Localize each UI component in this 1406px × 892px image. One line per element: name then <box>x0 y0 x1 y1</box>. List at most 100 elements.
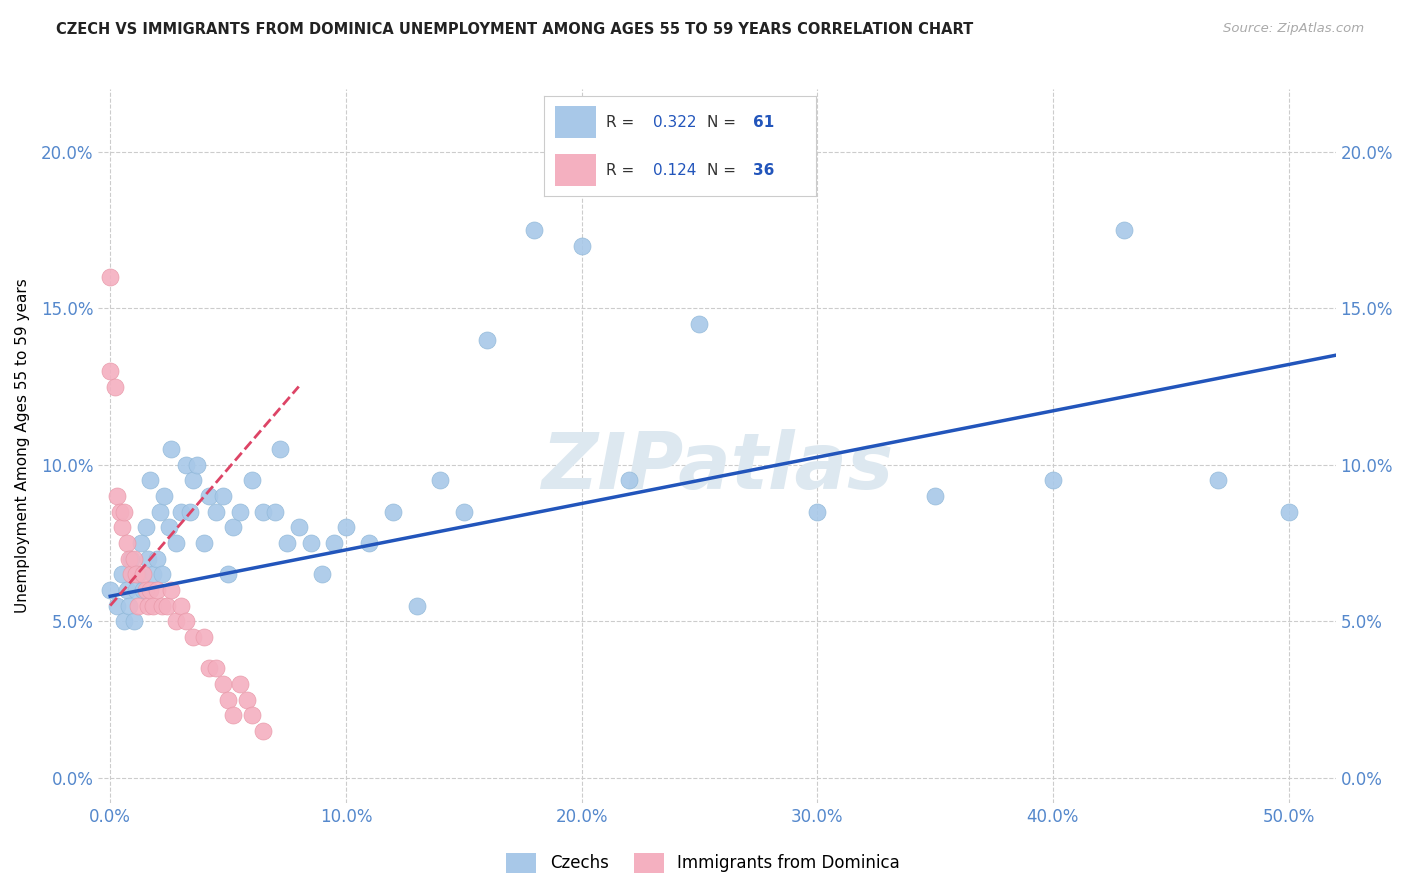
Point <box>217 567 239 582</box>
Point <box>174 614 197 628</box>
Point <box>150 567 173 582</box>
Point <box>98 582 121 597</box>
Point <box>125 582 148 597</box>
Point <box>179 505 201 519</box>
Point <box>186 458 208 472</box>
Legend: Czechs, Immigrants from Dominica: Czechs, Immigrants from Dominica <box>499 847 907 880</box>
Point <box>174 458 197 472</box>
Point <box>105 489 128 503</box>
Point <box>165 536 187 550</box>
Text: Source: ZipAtlas.com: Source: ZipAtlas.com <box>1223 22 1364 36</box>
Point <box>193 536 215 550</box>
Point <box>122 551 145 566</box>
Point <box>136 599 159 613</box>
Point <box>222 708 245 723</box>
Point <box>153 489 176 503</box>
Point <box>523 223 546 237</box>
Point <box>160 582 183 597</box>
Point <box>205 661 228 675</box>
Point <box>112 505 135 519</box>
Point <box>115 582 138 597</box>
Point <box>287 520 309 534</box>
Point <box>118 599 141 613</box>
Point <box>205 505 228 519</box>
Point <box>136 551 159 566</box>
Point <box>127 567 149 582</box>
Point <box>323 536 346 550</box>
Point <box>806 505 828 519</box>
Point <box>132 567 155 582</box>
Point <box>139 582 162 597</box>
Text: CZECH VS IMMIGRANTS FROM DOMINICA UNEMPLOYMENT AMONG AGES 55 TO 59 YEARS CORRELA: CZECH VS IMMIGRANTS FROM DOMINICA UNEMPL… <box>56 22 973 37</box>
Point <box>142 567 165 582</box>
Point <box>135 520 157 534</box>
Point <box>132 582 155 597</box>
Point <box>252 723 274 738</box>
Point <box>299 536 322 550</box>
Point <box>1042 474 1064 488</box>
Point <box>111 520 134 534</box>
Point <box>118 551 141 566</box>
Point <box>252 505 274 519</box>
Point <box>120 551 142 566</box>
Point <box>125 567 148 582</box>
Point <box>165 614 187 628</box>
Point <box>108 505 131 519</box>
Point <box>111 567 134 582</box>
Point <box>335 520 357 534</box>
Point <box>142 599 165 613</box>
Point <box>236 692 259 706</box>
Point <box>229 505 252 519</box>
Point <box>170 505 193 519</box>
Point <box>98 364 121 378</box>
Point <box>276 536 298 550</box>
Point <box>149 505 172 519</box>
Point <box>222 520 245 534</box>
Point <box>477 333 499 347</box>
Point <box>115 536 138 550</box>
Point <box>359 536 381 550</box>
Point <box>146 551 169 566</box>
Point <box>1206 474 1229 488</box>
Point <box>229 677 252 691</box>
Point <box>212 677 235 691</box>
Point <box>157 520 180 534</box>
Point <box>212 489 235 503</box>
Point <box>120 567 142 582</box>
Point <box>150 599 173 613</box>
Point <box>198 661 221 675</box>
Point <box>181 474 204 488</box>
Point <box>127 599 149 613</box>
Point <box>264 505 287 519</box>
Point <box>170 599 193 613</box>
Point <box>198 489 221 503</box>
Point <box>139 474 162 488</box>
Point <box>240 708 263 723</box>
Point <box>104 379 127 393</box>
Text: ZIPatlas: ZIPatlas <box>541 429 893 506</box>
Point <box>688 317 710 331</box>
Point <box>156 599 179 613</box>
Point <box>240 474 263 488</box>
Point <box>571 238 593 252</box>
Point <box>924 489 946 503</box>
Point <box>217 692 239 706</box>
Point <box>311 567 333 582</box>
Point <box>1112 223 1135 237</box>
Point <box>146 582 169 597</box>
Point <box>382 505 405 519</box>
Point <box>129 536 152 550</box>
Point <box>122 614 145 628</box>
Point <box>98 270 121 285</box>
Point <box>405 599 427 613</box>
Point <box>193 630 215 644</box>
Point <box>135 582 157 597</box>
Point <box>160 442 183 457</box>
Point <box>429 474 451 488</box>
Point <box>112 614 135 628</box>
Point <box>453 505 475 519</box>
Point <box>617 474 640 488</box>
Point <box>181 630 204 644</box>
Y-axis label: Unemployment Among Ages 55 to 59 years: Unemployment Among Ages 55 to 59 years <box>15 278 30 614</box>
Point <box>105 599 128 613</box>
